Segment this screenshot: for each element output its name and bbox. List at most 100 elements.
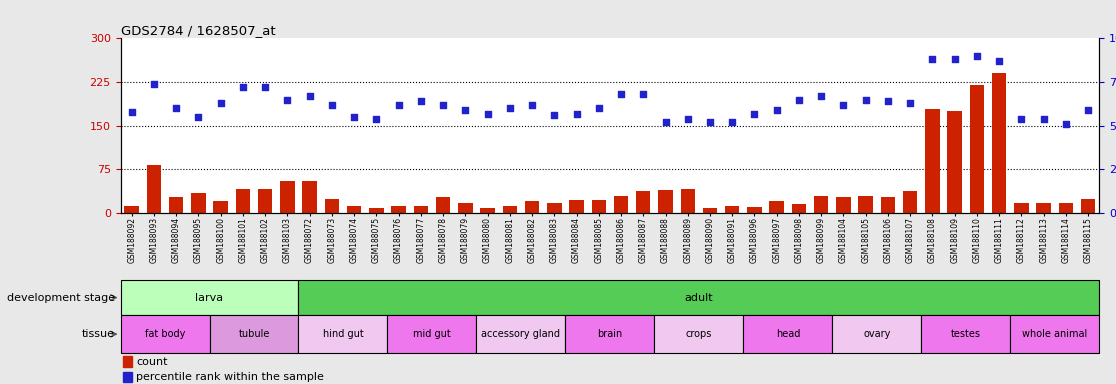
Bar [502,206,517,213]
Text: hind gut: hind gut [323,329,364,339]
Bar [123,372,132,382]
Point [1012,116,1030,122]
Bar [681,189,695,213]
Bar [992,73,1007,213]
Point [924,56,942,63]
Bar [235,189,250,213]
Bar [477,315,566,353]
Bar [347,206,362,213]
Text: tubule: tubule [239,329,270,339]
Point [879,98,897,104]
Point [389,102,407,108]
Bar [970,85,984,213]
Bar [791,204,806,213]
Bar [636,191,651,213]
Point [145,81,163,87]
Bar [121,280,298,315]
Point [812,93,830,99]
Point [234,84,252,90]
Text: mid gut: mid gut [413,329,451,339]
Bar [725,206,740,213]
Bar [614,196,628,213]
Point [123,109,141,115]
Text: brain: brain [597,329,623,339]
Point [857,96,875,103]
Point [679,116,696,122]
Bar [814,196,828,213]
Bar [925,109,940,213]
Text: head: head [776,329,800,339]
Bar [298,280,1099,315]
Bar [325,199,339,213]
Text: GDS2784 / 1628507_at: GDS2784 / 1628507_at [121,24,276,37]
Point [968,53,985,59]
Point [1035,116,1052,122]
Point [190,114,208,120]
Point [345,114,363,120]
Point [434,102,452,108]
Bar [213,202,228,213]
Text: development stage: development stage [7,293,115,303]
Text: crops: crops [685,329,712,339]
Point [412,98,430,104]
Bar [1010,315,1099,353]
Point [167,105,185,111]
Bar [836,197,850,213]
Bar [210,315,298,353]
Point [456,107,474,113]
Bar [1037,203,1051,213]
Point [590,105,608,111]
Point [945,56,963,63]
Point [1079,107,1097,113]
Bar [123,356,132,367]
Bar [658,190,673,213]
Text: adult: adult [684,293,713,303]
Point [367,116,385,122]
Bar [414,206,429,213]
Point [523,102,541,108]
Bar [298,315,387,353]
Bar [748,207,762,213]
Bar [280,181,295,213]
Bar [436,197,450,213]
Bar [525,202,539,213]
Bar [858,196,873,213]
Point [1057,121,1075,127]
Point [990,58,1008,64]
Bar [258,189,272,213]
Point [612,91,629,98]
Point [257,84,275,90]
Bar [566,315,654,353]
Point [745,111,763,117]
Point [656,119,674,125]
Point [300,93,318,99]
Point [501,105,519,111]
Bar [947,111,962,213]
Bar [124,206,138,213]
Point [701,119,719,125]
Bar [146,166,161,213]
Point [768,107,786,113]
Bar [387,315,477,353]
Point [546,112,564,118]
Bar [591,200,606,213]
Point [278,96,296,103]
Point [634,91,652,98]
Bar [547,203,561,213]
Point [568,111,586,117]
Bar [922,315,1010,353]
Text: count: count [136,357,167,367]
Bar [903,191,917,213]
Point [212,100,230,106]
Bar [770,202,783,213]
Bar [743,315,833,353]
Text: whole animal: whole animal [1022,329,1087,339]
Bar [121,315,210,353]
Text: accessory gland: accessory gland [481,329,560,339]
Text: percentile rank within the sample: percentile rank within the sample [136,372,324,382]
Bar [1081,199,1096,213]
Bar [881,197,895,213]
Bar [169,197,183,213]
Bar [833,315,922,353]
Point [902,100,920,106]
